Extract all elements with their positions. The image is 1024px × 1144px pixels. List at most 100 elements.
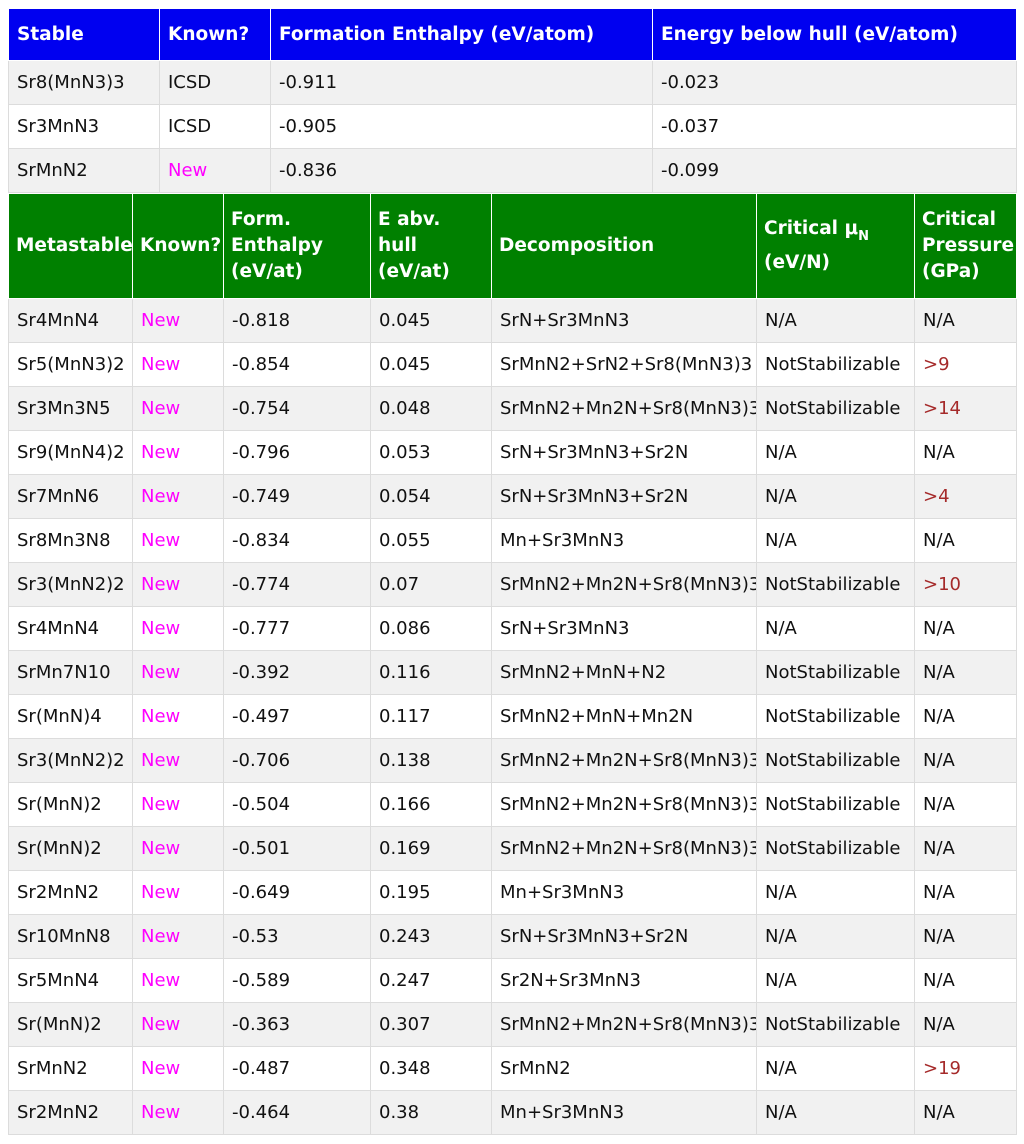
table-row: Sr8(MnN3)3 ICSD -0.911 -0.023 bbox=[8, 60, 1017, 105]
decomposition: SrMnN2+Mn2N+Sr8(MnN3)3 bbox=[491, 562, 757, 607]
energy-above-hull: 0.055 bbox=[370, 518, 492, 563]
critical-pressure: N/A bbox=[914, 518, 1017, 563]
decomposition: SrMnN2+Mn2N+Sr8(MnN3)3 bbox=[491, 738, 757, 783]
table-row: Sr(MnN)2 New -0.504 0.166 SrMnN2+Mn2N+Sr8(Mn… bbox=[8, 782, 1017, 827]
decomposition: SrN+Sr3MnN3 bbox=[491, 298, 757, 343]
energy-above-hull: 0.195 bbox=[370, 870, 492, 915]
known-status: New bbox=[132, 694, 224, 739]
decomposition: SrN+Sr3MnN3+Sr2N bbox=[491, 430, 757, 475]
decomposition: SrMnN2+Mn2N+Sr8(MnN3)3 bbox=[491, 782, 757, 827]
compound-name: Sr4MnN4 bbox=[8, 298, 133, 343]
compound-name: SrMnN2 bbox=[8, 148, 160, 193]
table-row: SrMn7N10 New -0.392 0.116 SrMnN2+MnN+N2 NotSt… bbox=[8, 650, 1017, 695]
critical-mu: NotStabilizable bbox=[756, 738, 915, 783]
table-row: Sr(MnN)2 New -0.501 0.169 SrMnN2+Mn2N+Sr8(Mn… bbox=[8, 826, 1017, 871]
compound-name: SrMn7N10 bbox=[8, 650, 133, 695]
critical-mu: NotStabilizable bbox=[756, 694, 915, 739]
decomposition: Sr2N+Sr3MnN3 bbox=[491, 958, 757, 1003]
table-row: Sr(MnN)2 New -0.363 0.307 SrMnN2+Mn2N+Sr8(Mn… bbox=[8, 1002, 1017, 1047]
header-text: Enthalpy bbox=[231, 235, 323, 256]
critical-pressure: N/A bbox=[914, 782, 1017, 827]
decomposition: Mn+Sr3MnN3 bbox=[491, 518, 757, 563]
critical-mu: N/A bbox=[756, 1046, 915, 1091]
header-text: (eV/at) bbox=[231, 261, 303, 282]
critical-pressure: >4 bbox=[914, 474, 1017, 519]
decomposition: SrMnN2+Mn2N+Sr8(MnN3)3 bbox=[491, 826, 757, 871]
compound-name: Sr2MnN2 bbox=[8, 870, 133, 915]
formation-enthalpy: -0.774 bbox=[223, 562, 371, 607]
energy-above-hull: 0.054 bbox=[370, 474, 492, 519]
known-status: New bbox=[132, 826, 224, 871]
stable-header-row: Stable Known? Formation Enthalpy (eV/ato… bbox=[8, 8, 1017, 61]
critical-pressure: N/A bbox=[914, 606, 1017, 651]
compound-name: Sr10MnN8 bbox=[8, 914, 133, 959]
known-status: New bbox=[132, 430, 224, 475]
compound-name: Sr(MnN)2 bbox=[8, 826, 133, 871]
col-header-known: Known? bbox=[132, 193, 224, 299]
formation-enthalpy: -0.706 bbox=[223, 738, 371, 783]
critical-pressure: >10 bbox=[914, 562, 1017, 607]
critical-pressure: N/A bbox=[914, 298, 1017, 343]
table-row: Sr3MnN3 ICSD -0.905 -0.037 bbox=[8, 104, 1017, 149]
stable-table-body: Sr8(MnN3)3 ICSD -0.911 -0.023 Sr3MnN3 ICSD -0.… bbox=[8, 60, 1017, 193]
known-status: New bbox=[132, 606, 224, 651]
formation-enthalpy: -0.777 bbox=[223, 606, 371, 651]
compound-name: Sr7MnN6 bbox=[8, 474, 133, 519]
compound-name: Sr3MnN3 bbox=[8, 104, 160, 149]
header-text: (eV/at) bbox=[378, 261, 450, 282]
known-status: New bbox=[132, 342, 224, 387]
compound-name: Sr3Mn3N5 bbox=[8, 386, 133, 431]
decomposition: SrN+Sr3MnN3 bbox=[491, 606, 757, 651]
formation-enthalpy: -0.836 bbox=[270, 148, 653, 193]
table-row: Sr9(MnN4)2 New -0.796 0.053 SrN+Sr3MnN3+Sr2N… bbox=[8, 430, 1017, 475]
energy-above-hull: 0.247 bbox=[370, 958, 492, 1003]
known-status: New bbox=[132, 1046, 224, 1091]
known-status: New bbox=[132, 1002, 224, 1047]
critical-mu: NotStabilizable bbox=[756, 782, 915, 827]
formation-enthalpy: -0.854 bbox=[223, 342, 371, 387]
critical-pressure: >19 bbox=[914, 1046, 1017, 1091]
formation-enthalpy: -0.911 bbox=[270, 60, 653, 105]
col-header-critical-pressure: Critical Pressure (GPa) bbox=[914, 193, 1017, 299]
known-status: New bbox=[159, 148, 271, 193]
header-text: Critical μ bbox=[764, 218, 859, 239]
known-status: New bbox=[132, 958, 224, 1003]
compound-name: SrMnN2 bbox=[8, 1046, 133, 1091]
table-row: Sr8Mn3N8 New -0.834 0.055 Mn+Sr3MnN3 N/A N/A bbox=[8, 518, 1017, 563]
critical-mu: N/A bbox=[756, 606, 915, 651]
energy-above-hull: 0.045 bbox=[370, 298, 492, 343]
critical-pressure: N/A bbox=[914, 826, 1017, 871]
compound-name: Sr5MnN4 bbox=[8, 958, 133, 1003]
header-subscript: N bbox=[858, 229, 869, 244]
critical-mu: N/A bbox=[756, 914, 915, 959]
decomposition: SrMnN2+MnN+Mn2N bbox=[491, 694, 757, 739]
decomposition: SrMnN2+MnN+N2 bbox=[491, 650, 757, 695]
critical-mu: NotStabilizable bbox=[756, 826, 915, 871]
header-text: Pressure bbox=[922, 235, 1015, 256]
table-row: SrMnN2 New -0.836 -0.099 bbox=[8, 148, 1017, 193]
table-row: SrMnN2 New -0.487 0.348 SrMnN2 N/A >19 bbox=[8, 1046, 1017, 1091]
compound-name: Sr(MnN)2 bbox=[8, 782, 133, 827]
critical-mu: N/A bbox=[756, 474, 915, 519]
compound-name: Sr8Mn3N8 bbox=[8, 518, 133, 563]
energy-above-hull: 0.117 bbox=[370, 694, 492, 739]
known-status: New bbox=[132, 562, 224, 607]
known-status: New bbox=[132, 650, 224, 695]
energy-above-hull: 0.348 bbox=[370, 1046, 492, 1091]
table-row: Sr3Mn3N5 New -0.754 0.048 SrMnN2+Mn2N+Sr8(Mn… bbox=[8, 386, 1017, 431]
formation-enthalpy: -0.818 bbox=[223, 298, 371, 343]
decomposition: SrMnN2+SrN2+Sr8(MnN3)3 bbox=[491, 342, 757, 387]
energy-below-hull: -0.037 bbox=[652, 104, 1017, 149]
table-row: Sr3(MnN2)2 New -0.706 0.138 SrMnN2+Mn2N+Sr8(… bbox=[8, 738, 1017, 783]
known-status: New bbox=[132, 870, 224, 915]
known-status: New bbox=[132, 782, 224, 827]
formation-enthalpy: -0.754 bbox=[223, 386, 371, 431]
known-status: New bbox=[132, 1090, 224, 1135]
formation-enthalpy: -0.589 bbox=[223, 958, 371, 1003]
decomposition: SrMnN2 bbox=[491, 1046, 757, 1091]
formation-enthalpy: -0.796 bbox=[223, 430, 371, 475]
critical-pressure: >9 bbox=[914, 342, 1017, 387]
energy-below-hull: -0.099 bbox=[652, 148, 1017, 193]
table-row: Sr5MnN4 New -0.589 0.247 Sr2N+Sr3MnN3 N/A N/A bbox=[8, 958, 1017, 1003]
formation-enthalpy: -0.464 bbox=[223, 1090, 371, 1135]
